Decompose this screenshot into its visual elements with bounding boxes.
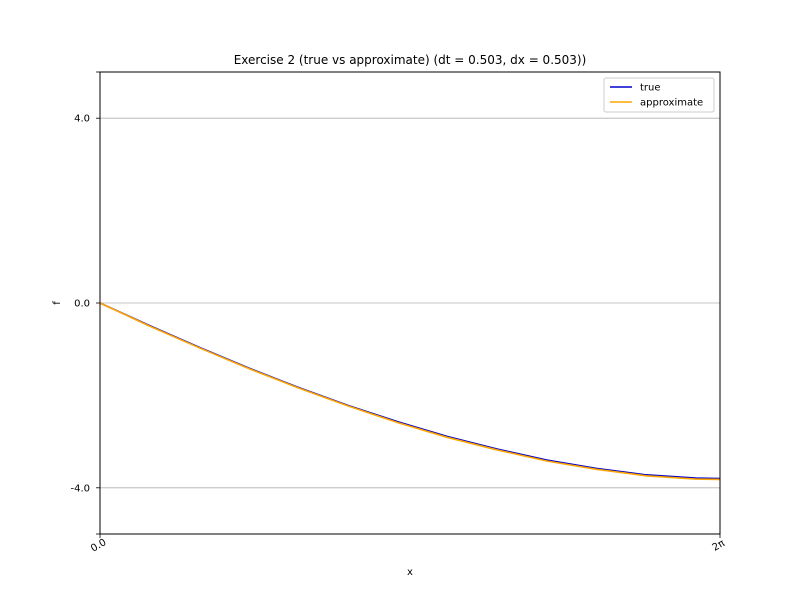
x-axis-label: x [407,567,413,578]
gridlines [100,117,720,489]
series-lines [99,302,721,481]
x-tick-label-1: 2π [711,538,727,554]
y-axis-label: f [52,301,63,305]
chart-title: Exercise 2 (true vs approximate) (dt = 0… [234,53,587,67]
y-tick-label-2: -4.0 [70,483,90,494]
axis-ticks: 4.00.0-4.00.0 2π [70,71,727,555]
y-tick-label-0: 4.0 [74,114,90,125]
legend-label-true: true [640,83,661,94]
legend-label-approximate: approximate [640,98,703,109]
series-line-approximate [99,302,721,481]
legend: true approximate [603,77,715,113]
y-tick-label-1: 0.0 [74,299,90,310]
